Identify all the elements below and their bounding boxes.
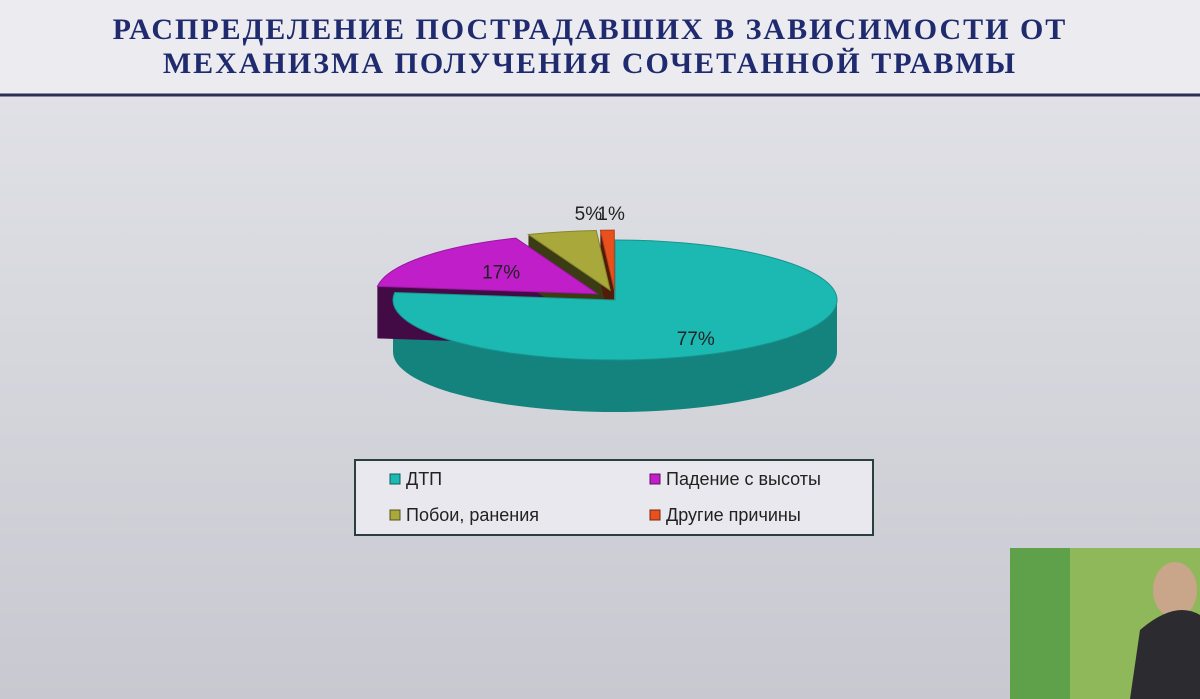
legend-swatch <box>389 509 401 521</box>
legend-box <box>354 459 874 536</box>
data-label: 5% <box>575 204 603 225</box>
webcam-person-head <box>1153 562 1197 618</box>
pie-slice <box>392 239 838 361</box>
legend-label: Падение с высоты <box>666 469 821 489</box>
webcam-person-body <box>1130 610 1200 699</box>
pie-slice <box>376 237 600 295</box>
data-label: 1% <box>597 204 625 225</box>
legend-swatch <box>389 473 401 485</box>
data-label: 17% <box>482 263 520 284</box>
chart-title: РАСПРЕДЕЛЕНИЕ ПОСТРАДАВШИХ В ЗАВИСИМОСТИ… <box>113 13 1068 46</box>
legend-label: ДТП <box>406 469 442 489</box>
chart-title: МЕХАНИЗМА ПОЛУЧЕНИЯ СОЧЕТАННОЙ ТРАВМЫ <box>163 47 1017 80</box>
legend-label: Другие причины <box>666 505 801 525</box>
data-label: 77% <box>677 329 715 350</box>
webcam-wall <box>1010 548 1070 699</box>
pie-slice <box>599 229 615 291</box>
title-band <box>0 0 1200 95</box>
legend-label: Побои, ранения <box>406 505 539 525</box>
webcam-overlay <box>1010 548 1200 699</box>
pie-slice <box>527 229 611 292</box>
slice-wall <box>393 300 837 412</box>
legend-swatch <box>649 509 661 521</box>
legend-swatch <box>649 473 661 485</box>
